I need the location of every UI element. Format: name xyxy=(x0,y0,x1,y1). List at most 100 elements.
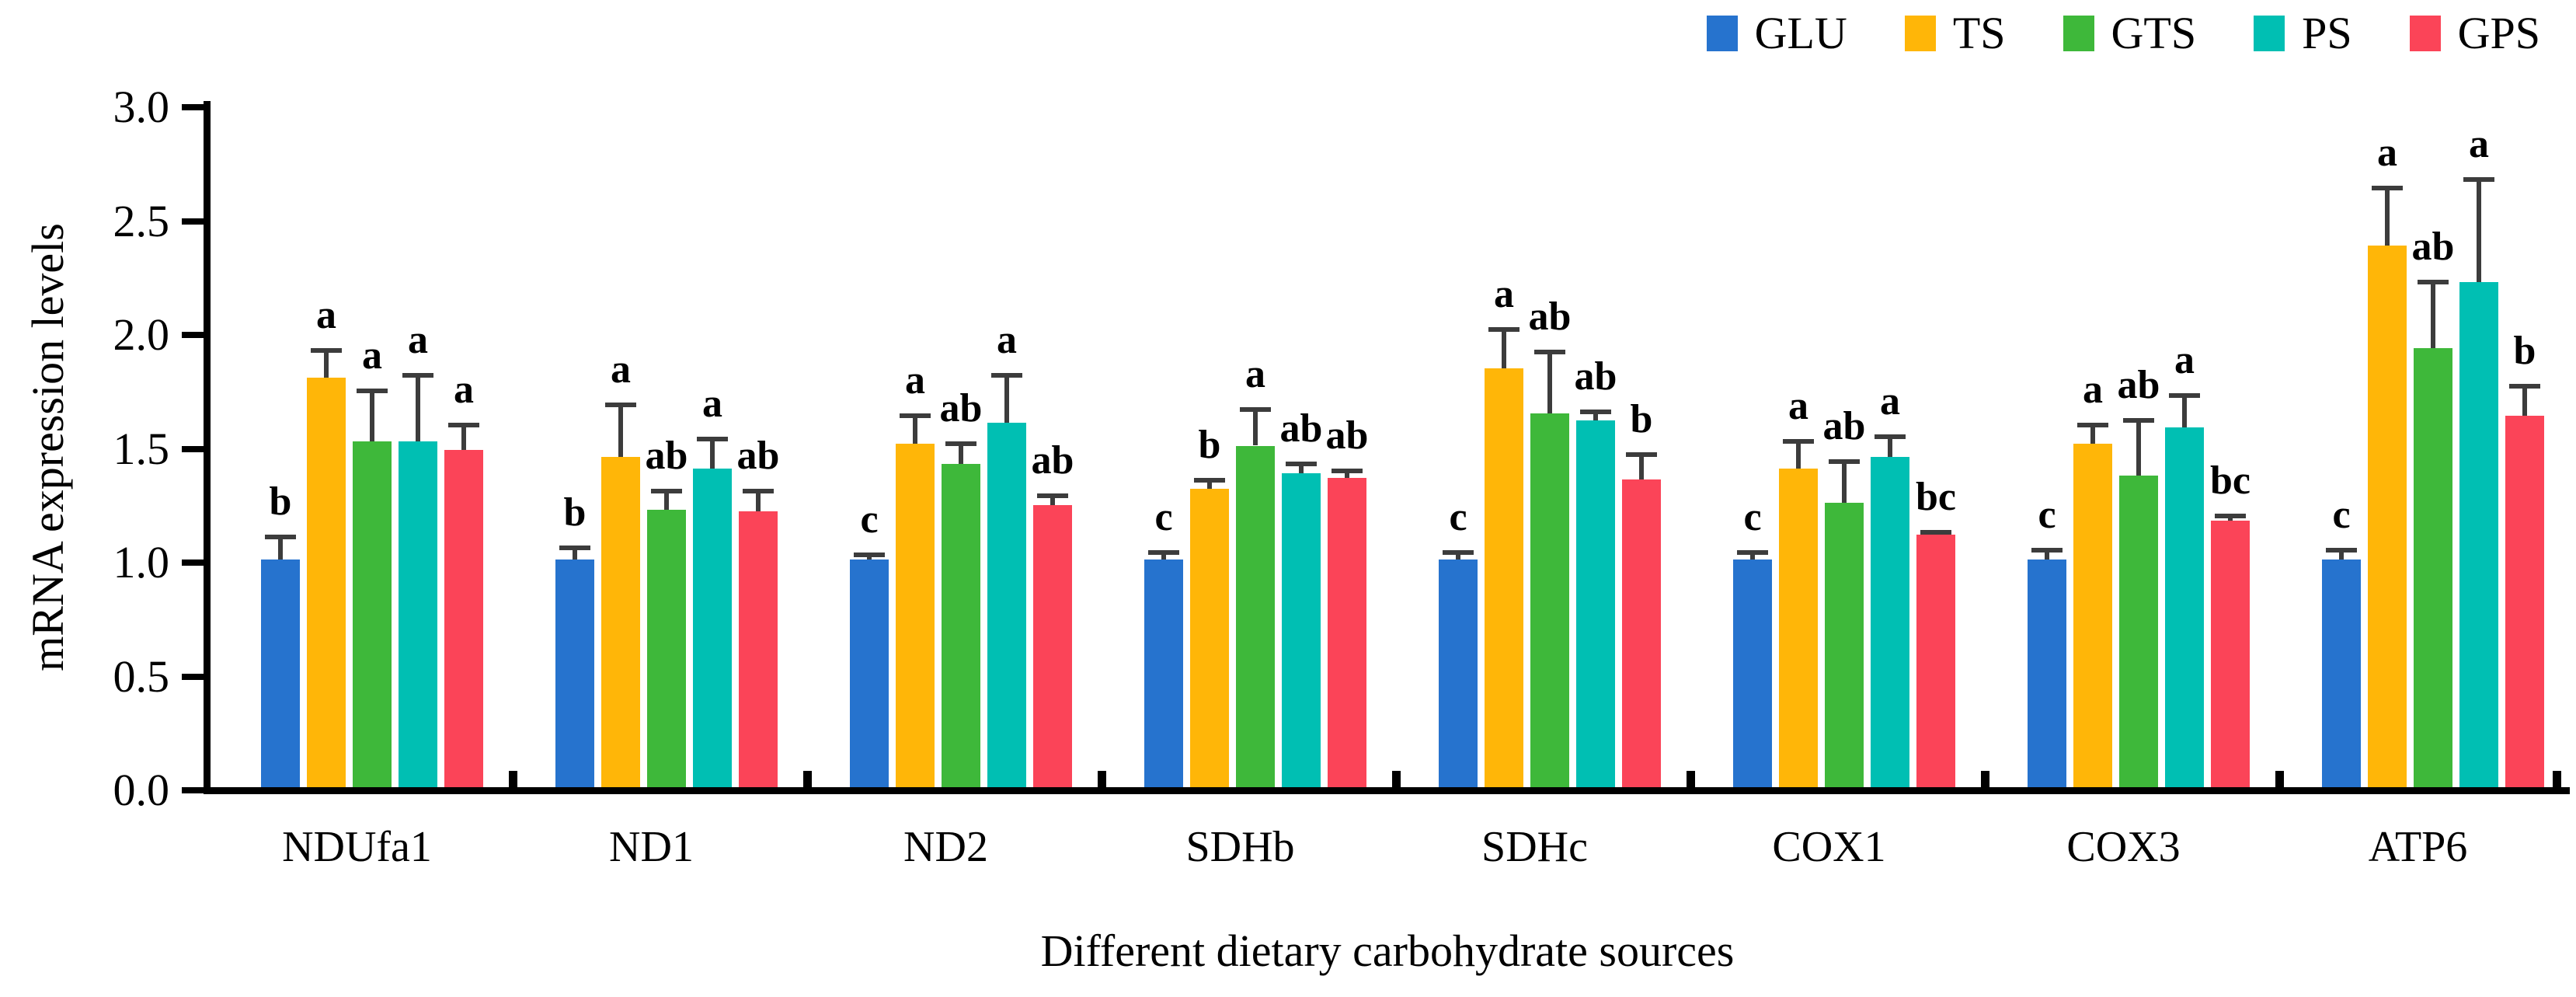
bar-GPS-NDUfa1 xyxy=(444,450,483,787)
bar-GTS-NDUfa1 xyxy=(353,441,392,787)
bar-GLU-NDUfa1 xyxy=(261,560,300,787)
bar-GLU-SDHc xyxy=(1439,560,1478,787)
error-bar-cap xyxy=(448,423,479,428)
error-bar-cap xyxy=(991,372,1022,378)
bar-GLU-SDHb xyxy=(1144,560,1183,787)
y-axis-tick xyxy=(182,673,204,680)
error-bar-cap xyxy=(697,436,728,441)
x-axis-tick xyxy=(1687,771,1695,787)
error-bar-cap xyxy=(1488,327,1519,333)
error-bar-line xyxy=(2136,418,2141,476)
category-label-ATP6: ATP6 xyxy=(2368,823,2468,871)
sig-letter: b xyxy=(563,490,587,535)
bar-GPS-ND2 xyxy=(1033,504,1072,787)
legend-swatch-TS xyxy=(1904,16,1936,51)
error-bar-cap xyxy=(854,553,885,558)
error-bar-line xyxy=(618,402,623,458)
y-tick-label: 0.5 xyxy=(113,650,170,702)
bar-TS-COX3 xyxy=(2073,443,2112,787)
error-bar-line xyxy=(278,534,283,560)
sig-letter: ab xyxy=(645,434,688,479)
error-bar-cap xyxy=(900,413,931,419)
bar-TS-ND1 xyxy=(601,457,640,787)
error-bar-cap xyxy=(402,372,433,378)
x-axis-tick xyxy=(1392,771,1401,787)
sig-letter: c xyxy=(860,497,879,542)
bar-TS-SDHc xyxy=(1485,368,1523,787)
legend-swatch-GLU xyxy=(1706,16,1738,51)
sig-letter: b xyxy=(1630,397,1653,442)
legend-label-GPS: GPS xyxy=(2457,8,2540,58)
error-bar-line xyxy=(1502,327,1506,368)
bar-GPS-ATP6 xyxy=(2505,416,2544,787)
legend-swatch-GTS xyxy=(2063,16,2094,51)
error-bar-cap xyxy=(265,534,296,539)
error-bar-line xyxy=(1547,350,1552,414)
bar-GLU-COX1 xyxy=(1733,560,1772,787)
bar-PS-NDUfa1 xyxy=(399,441,437,787)
legend-label-GLU: GLU xyxy=(1754,8,1847,58)
error-bar-cap xyxy=(2169,393,2200,399)
bar-PS-SDHc xyxy=(1576,420,1615,787)
sig-letter: c xyxy=(1449,495,1467,540)
sig-letter: a xyxy=(454,368,474,413)
y-axis-tick xyxy=(182,332,204,338)
legend-label-TS: TS xyxy=(1952,8,2006,58)
error-bar-cap xyxy=(1286,462,1317,466)
error-bar-line xyxy=(1253,406,1258,446)
sig-letter: b xyxy=(269,479,292,524)
sig-letter: a xyxy=(408,317,428,362)
y-axis-tick xyxy=(182,218,204,225)
error-bar-line xyxy=(2339,548,2344,560)
error-bar-line xyxy=(1299,462,1304,473)
sig-letter: bc xyxy=(1916,474,1956,519)
error-bar-cap xyxy=(2031,548,2063,553)
error-bar-line xyxy=(2385,186,2390,246)
bar-GLU-ND1 xyxy=(555,560,594,787)
error-bar-line xyxy=(416,372,420,441)
sig-letter: a xyxy=(362,333,382,378)
error-bar-line xyxy=(2045,548,2049,560)
error-bar-cap xyxy=(1783,438,1814,444)
error-bar-cap xyxy=(1829,459,1860,465)
error-bar-cap xyxy=(1534,350,1565,355)
error-bar-cap xyxy=(2372,186,2403,191)
sig-letter: ab xyxy=(1325,413,1369,458)
sig-letter: b xyxy=(1198,422,1221,467)
sig-letter: a xyxy=(2377,131,2397,176)
y-tick-label: 1.0 xyxy=(113,537,170,587)
category-label-SDHc: SDHc xyxy=(1481,823,1588,871)
y-axis-tick xyxy=(182,787,204,793)
sig-letter: a xyxy=(2469,121,2489,166)
legend-item-PS: PS xyxy=(2254,11,2352,56)
error-bar-cap xyxy=(2215,514,2246,519)
sig-letter: ab xyxy=(1822,404,1866,449)
sig-letter: a xyxy=(2083,368,2103,413)
error-bar-cap xyxy=(2123,418,2154,424)
bar-PS-SDHb xyxy=(1282,472,1321,787)
sig-letter: c xyxy=(1743,495,1762,540)
y-axis-line xyxy=(204,101,211,794)
error-bar-cap xyxy=(1443,550,1474,556)
error-bar-cap xyxy=(2418,279,2449,284)
legend-item-GLU: GLU xyxy=(1706,8,1847,58)
bar-GTS-ND2 xyxy=(942,463,980,787)
bar-GTS-ND1 xyxy=(647,509,686,787)
error-bar-cap xyxy=(2509,384,2540,389)
error-bar-line xyxy=(2522,384,2527,417)
sig-letter: a xyxy=(905,358,925,403)
sig-letter: ab xyxy=(1279,406,1323,451)
sig-letter: a xyxy=(316,292,336,337)
legend-label-PS: PS xyxy=(2302,8,2352,58)
bar-TS-SDHb xyxy=(1190,489,1229,787)
bar-GTS-COX3 xyxy=(2119,475,2158,787)
error-bar-line xyxy=(2090,423,2095,444)
x-axis-line xyxy=(204,787,2570,794)
x-axis-tick xyxy=(803,771,812,787)
error-bar-line xyxy=(1796,438,1801,469)
sig-letter: a xyxy=(2174,338,2195,383)
y-tick-label: 1.5 xyxy=(113,423,170,474)
y-tick-label: 0.0 xyxy=(113,765,170,815)
error-bar-cap xyxy=(1920,529,1951,535)
legend: GLU TS GTS PS GPS xyxy=(1706,8,2540,58)
